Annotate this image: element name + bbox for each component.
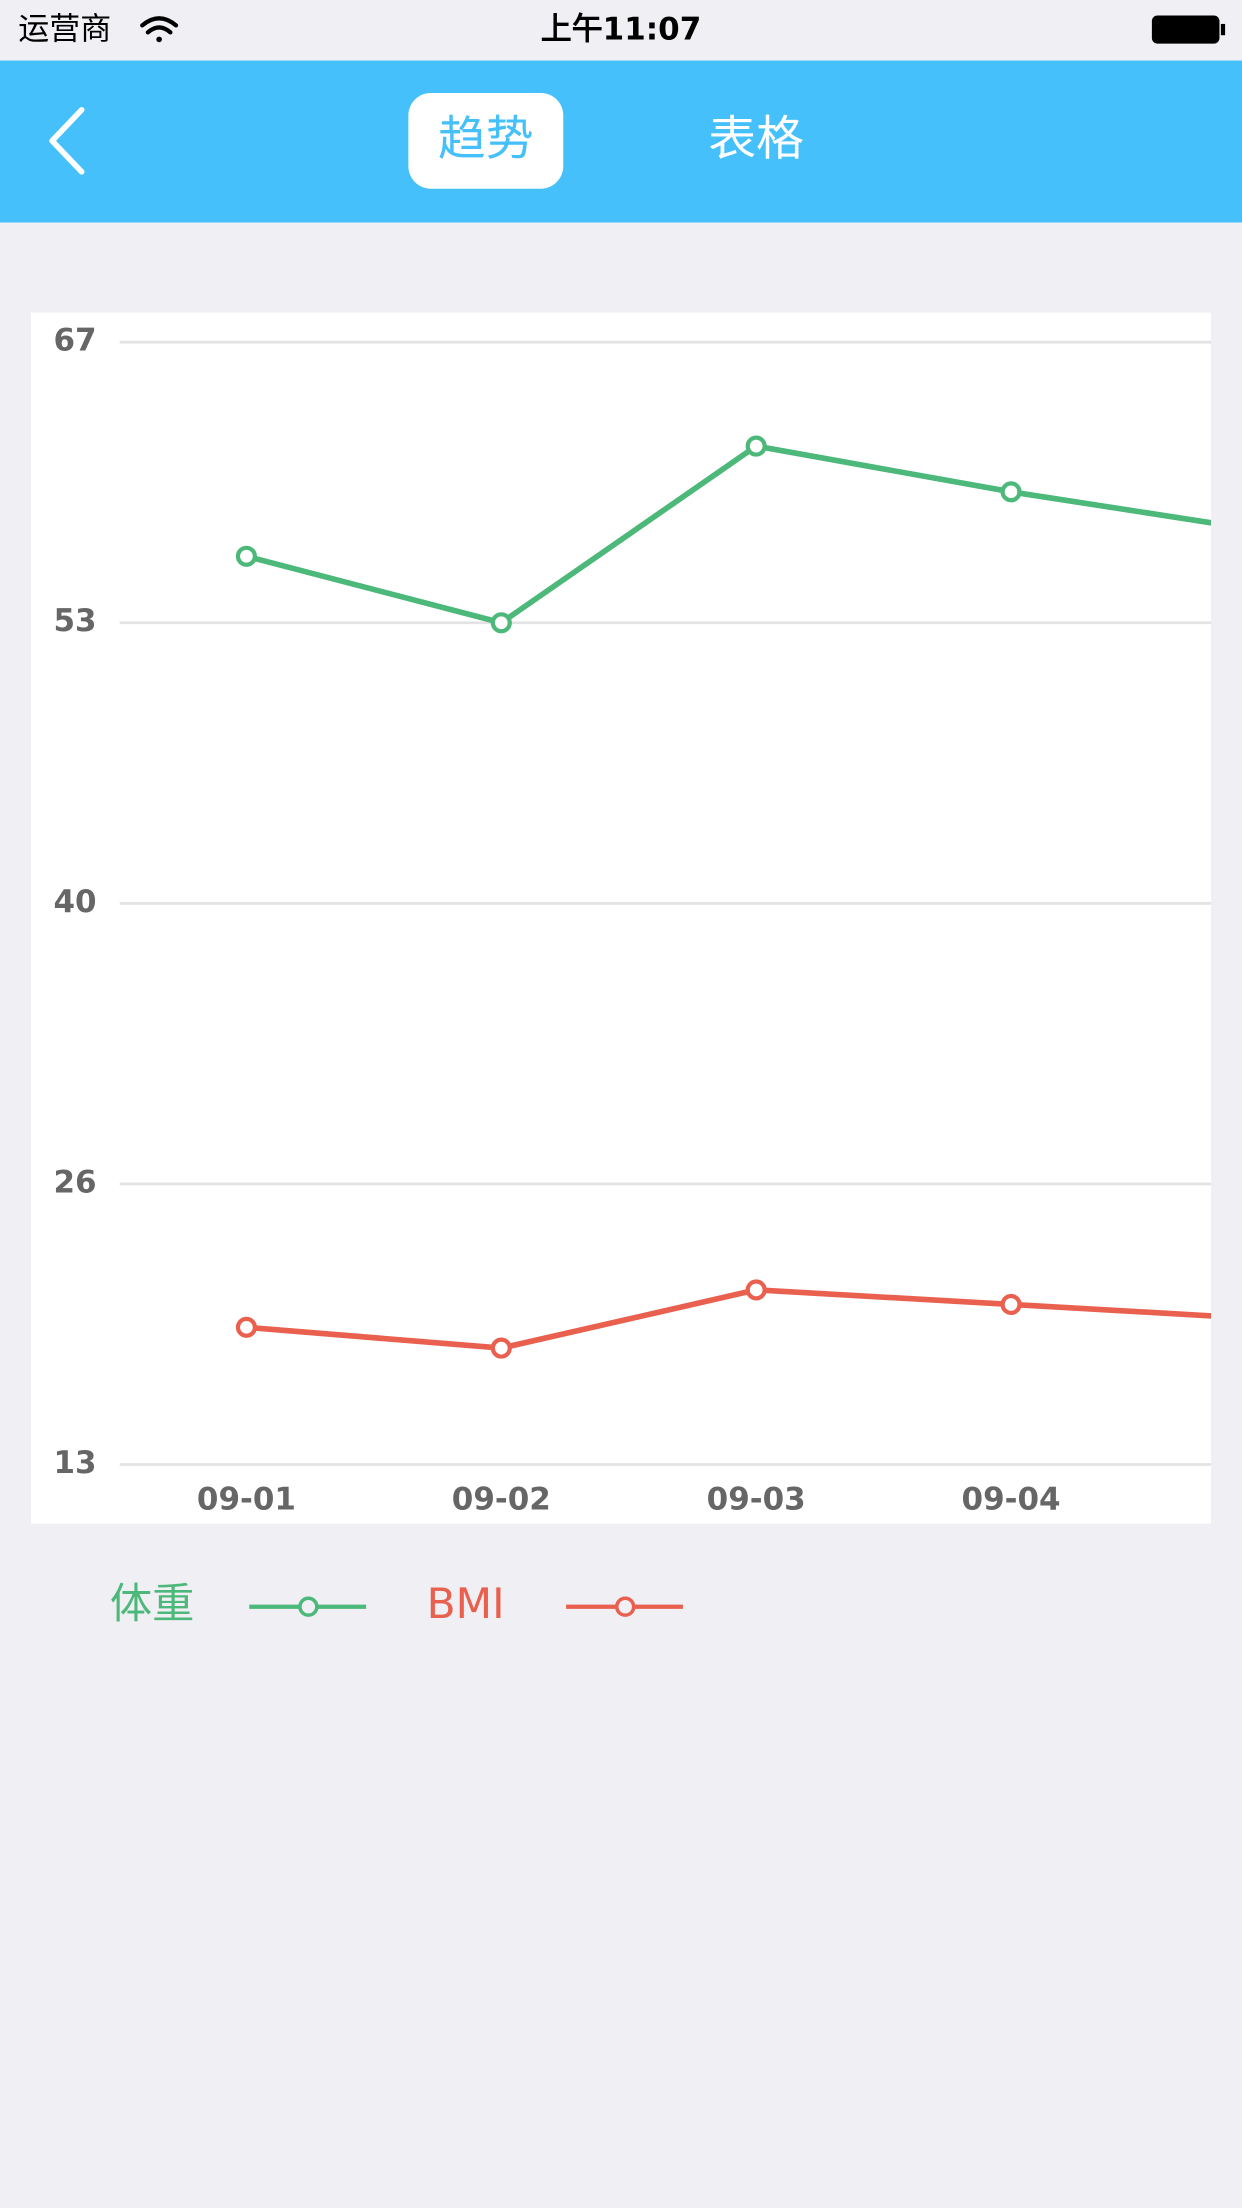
x-tick-label: 09-03: [707, 1482, 806, 1518]
legend-marker: [298, 1596, 319, 1617]
data-point: [745, 435, 767, 457]
back-button[interactable]: [49, 107, 85, 175]
tab[interactable]: 趋势: [438, 112, 534, 167]
x-tick-label: 09-02: [452, 1482, 551, 1518]
wifi-icon: [140, 16, 179, 43]
legend-label: 体重: [110, 1579, 194, 1628]
legend-marker: [615, 1596, 636, 1617]
tab[interactable]: 表格: [708, 112, 804, 167]
nav-bar: [0, 60, 1242, 223]
data-point: [1000, 481, 1022, 503]
tab-highlight: [408, 92, 564, 189]
y-tick-label: 26: [54, 1164, 97, 1200]
data-point: [1000, 1293, 1022, 1316]
data-point: [235, 1316, 257, 1338]
battery-icon: [1151, 15, 1226, 44]
y-tick-label: 13: [54, 1445, 97, 1481]
x-tick-label: 09-01: [197, 1482, 296, 1518]
legend-label: BMI: [427, 1579, 505, 1628]
y-tick-label: 53: [54, 603, 97, 639]
data-point: [490, 1337, 512, 1359]
data-point: [490, 612, 512, 634]
clock: 上午11:07: [541, 11, 702, 47]
y-tick-label: 40: [54, 884, 97, 920]
carrier: 运营商: [18, 11, 111, 47]
status-bar: 运营商 上午11:07: [18, 11, 1226, 47]
x-tick-label: 09-04: [962, 1482, 1061, 1518]
data-point: [745, 1279, 767, 1301]
data-point: [235, 545, 257, 567]
y-tick-label: 67: [54, 323, 97, 359]
